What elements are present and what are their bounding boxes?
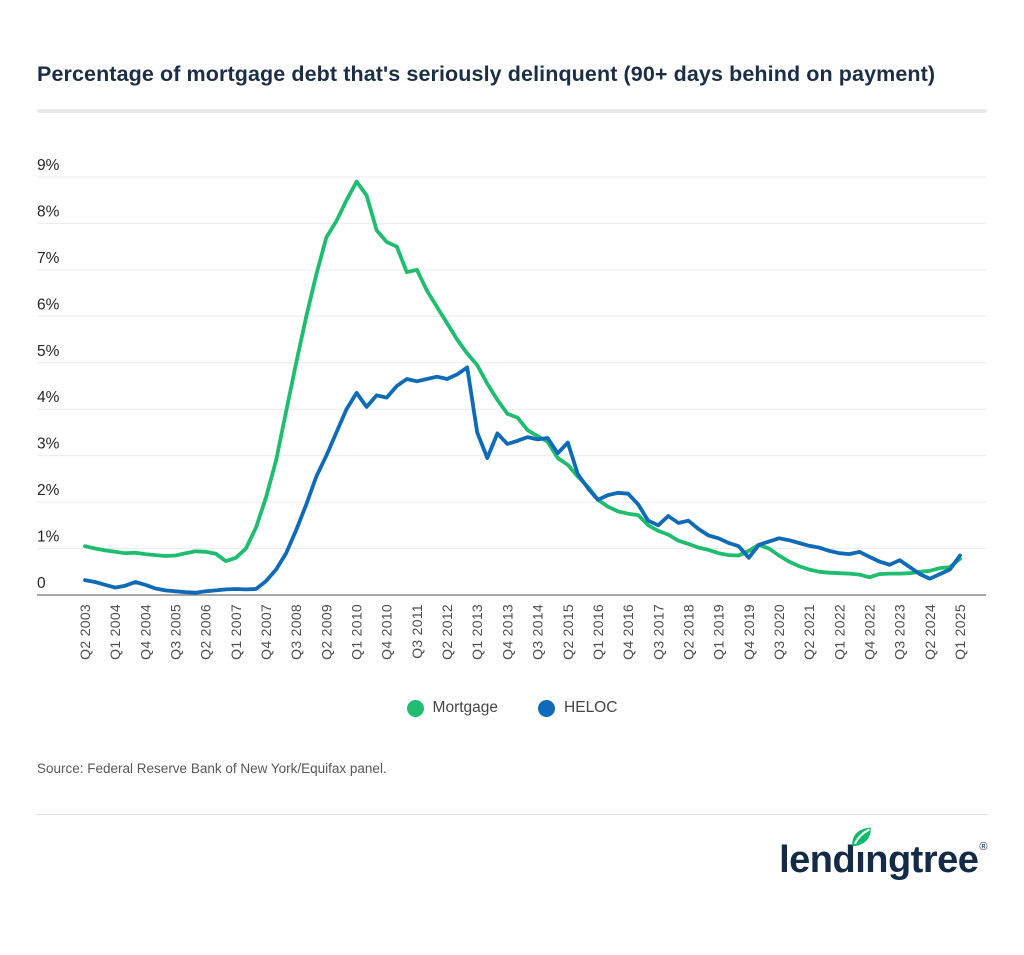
y-tick-label: 8% (37, 203, 60, 220)
y-tick-label: 0 (37, 575, 46, 592)
legend-item-heloc: HELOC (538, 699, 617, 717)
x-tick-label: Q4 2010 (379, 604, 395, 660)
legend-label-mortgage: Mortgage (432, 699, 499, 716)
chart-legend: Mortgage HELOC (37, 695, 987, 721)
x-tick-label: Q2 2006 (198, 604, 214, 660)
page-title: Percentage of mortgage debt that's serio… (37, 62, 936, 86)
heloc-legend-dot-icon (538, 699, 556, 717)
registered-trademark: ® (979, 841, 987, 853)
y-tick-label: 5% (37, 343, 60, 360)
x-tick-label: Q3 2014 (530, 604, 546, 660)
series-line-heloc (83, 365, 962, 595)
x-tick-label: Q3 2008 (288, 604, 304, 660)
logo-text-post: ngtree (865, 839, 979, 881)
x-tick-label: Q2 2009 (318, 604, 334, 660)
x-tick-label: Q4 2019 (741, 604, 757, 660)
x-tick-label: Q2 2015 (560, 604, 576, 660)
x-tick-label: Q3 2005 (168, 604, 184, 660)
y-tick-label: 7% (37, 250, 60, 267)
series-line-mortgage (83, 179, 962, 580)
x-tick-label: Q2 2012 (439, 604, 455, 660)
x-tick-label: Q4 2004 (137, 604, 153, 660)
x-tick-label: Q1 2004 (107, 604, 123, 660)
footer-divider (37, 814, 987, 815)
y-tick-label: 9% (37, 157, 60, 174)
logo-row: lend ıngtree® (37, 827, 987, 881)
x-tick-label: Q1 2010 (349, 604, 365, 660)
y-tick-label: 1% (37, 529, 60, 546)
x-tick-label: Q1 2025 (952, 604, 968, 660)
x-tick-label: Q1 2016 (590, 604, 606, 660)
source-attribution: Source: Federal Reserve Bank of New York… (37, 761, 387, 776)
legend-item-mortgage: Mortgage (406, 699, 499, 717)
x-tick-label: Q2 2021 (801, 604, 817, 660)
x-tick-label: Q2 2024 (922, 604, 938, 660)
title-divider (37, 109, 987, 113)
y-tick-label: 6% (37, 296, 60, 313)
legend-label-heloc: HELOC (564, 699, 618, 716)
chart-canvas: 0 1% 2% 3% 4% 5% 6% 7% 8% 9% Q2 2003 Q1 2004 Q4 2004… (37, 157, 986, 660)
x-tick-label: Q4 2013 (499, 604, 515, 660)
x-tick-label: Q1 2013 (469, 604, 485, 660)
x-tick-label: Q1 2019 (711, 604, 727, 660)
delinquency-chart: 0 1% 2% 3% 4% 5% 6% 7% 8% 9% Q2 2003 Q1 2004 Q4 2004… (37, 113, 987, 693)
x-tick-label: Q2 2018 (680, 604, 696, 660)
x-tick-label: Q1 2022 (831, 604, 847, 660)
x-tick-label: Q3 2017 (650, 604, 666, 660)
y-tick-label: 3% (37, 436, 60, 453)
x-tick-label: Q3 2011 (409, 604, 425, 659)
x-tick-label: Q4 2007 (258, 604, 274, 660)
x-tick-label: Q1 2007 (228, 604, 244, 660)
x-tick-label: Q3 2020 (771, 604, 787, 660)
lendingtree-logo: lend ıngtree® (779, 827, 987, 881)
logo-text-pre: lend (779, 839, 856, 881)
x-tick-label: Q4 2022 (861, 604, 877, 660)
y-tick-label: 4% (37, 389, 60, 406)
mortgage-legend-dot-icon (406, 699, 424, 717)
logo-text-i: ı (855, 839, 866, 881)
x-tick-label: Q2 2003 (77, 604, 93, 660)
leaf-icon (852, 827, 871, 847)
x-tick-label: Q3 2023 (892, 604, 908, 660)
y-tick-label: 2% (37, 482, 60, 499)
x-tick-label: Q4 2016 (620, 604, 636, 660)
